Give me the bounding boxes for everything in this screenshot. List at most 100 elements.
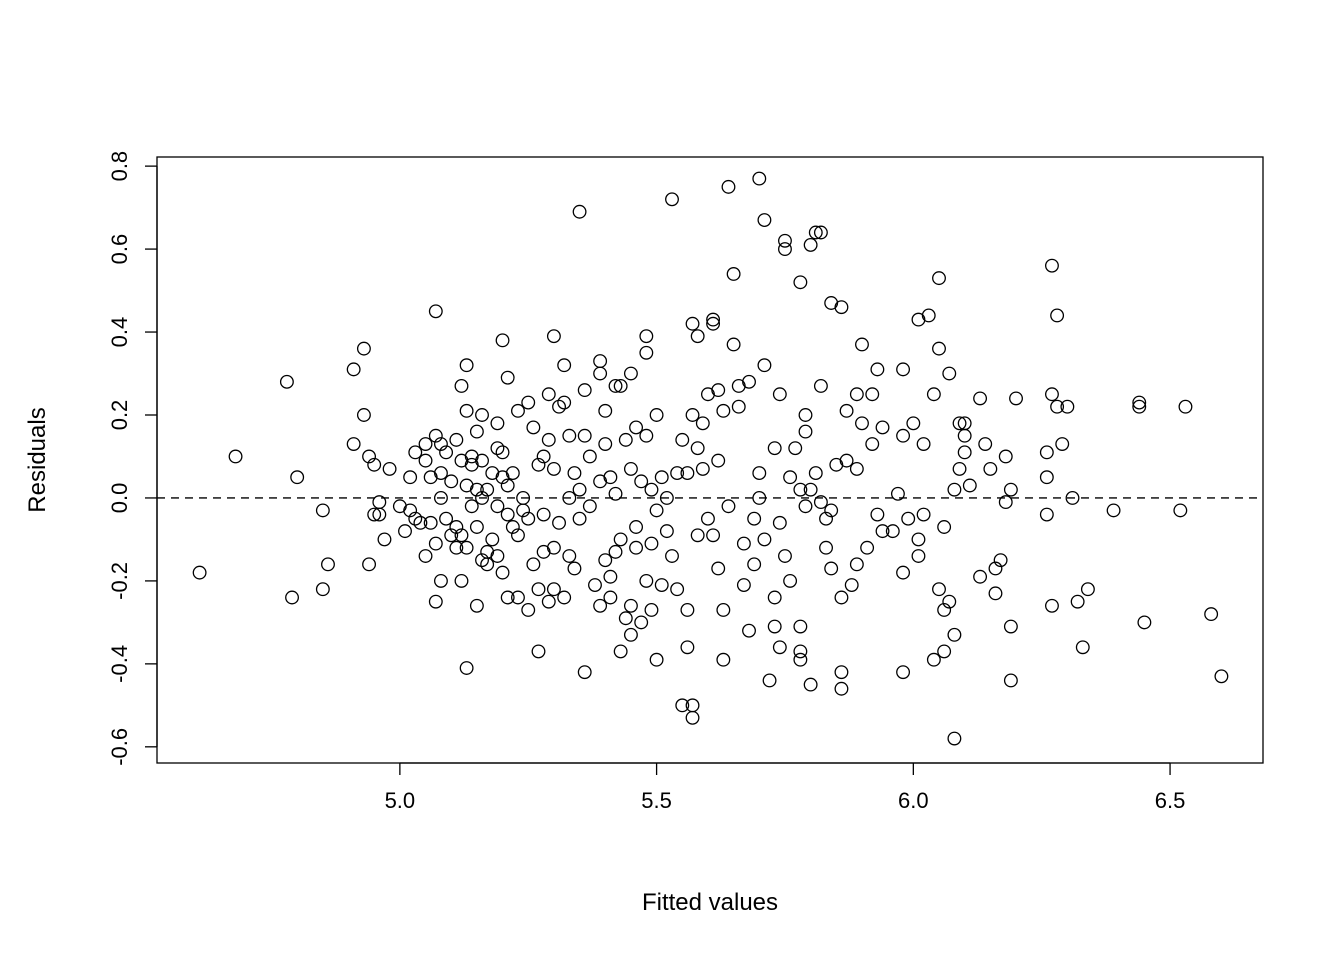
data-point [813,379,828,393]
data-point [644,602,659,617]
data-point [865,437,880,451]
data-point [433,466,448,481]
data-point [757,358,772,373]
data-point [315,503,330,518]
data-point [721,499,736,514]
data-point [665,549,679,563]
data-point [536,507,551,522]
data-point [639,329,654,344]
data-point [192,565,207,580]
data-point [906,416,921,431]
data-point [685,408,700,422]
data-point [459,540,474,555]
data-point [1039,445,1054,460]
data-point [824,503,839,518]
data-point [469,424,484,439]
data-point [593,366,608,381]
data-point [736,536,751,551]
data-point [279,374,294,389]
data-point [459,661,474,675]
data-point [490,416,505,431]
data-point [813,495,828,510]
data-point [803,677,818,692]
data-point [778,242,792,257]
data-point [716,403,731,418]
data-point [1050,308,1065,323]
data-point [511,528,525,543]
data-point [541,387,556,402]
data-point [962,478,977,493]
data-point [346,362,361,377]
data-point [937,602,952,617]
data-point [531,457,546,472]
data-point [849,387,864,402]
data-point [659,524,674,539]
data-point [767,619,782,634]
data-point [634,474,649,489]
data-point [552,399,566,414]
data-point [608,544,623,559]
data-point [788,441,803,456]
data-point [793,619,808,634]
data-point [973,391,988,406]
data-point [469,482,484,497]
data-point [921,308,936,323]
data-point [649,503,664,518]
data-point [819,511,833,526]
data-point [1137,615,1152,630]
data-point [844,578,859,593]
data-point [290,470,305,485]
data-point [834,665,849,680]
data-point [1003,673,1018,688]
x-axis-title: Fitted values [642,889,778,916]
data-point [557,358,572,373]
data-point [608,486,623,501]
data-point [505,466,520,481]
y-axis: -0.6 -0.4 -0.2 0.0 0.2 0.4 0.6 0.8 [107,151,158,766]
data-point [998,449,1013,464]
data-point [228,449,243,464]
data-point [1075,640,1090,655]
data-point [1045,598,1059,613]
data-point [439,445,454,460]
data-point [485,532,500,547]
data-point [783,573,798,588]
plot-frame [156,156,1264,764]
data-point [367,457,382,472]
data-point [947,482,962,497]
data-point [346,437,361,451]
data-point [629,520,644,534]
data-point [531,582,546,597]
data-point [639,428,654,443]
data-point [649,652,664,667]
data-point [767,441,782,456]
data-point [511,590,525,605]
data-point [418,549,433,563]
data-point [598,437,613,451]
data-point [629,420,644,435]
data-point [500,478,515,493]
data-point [983,461,998,476]
data-point [1080,582,1095,597]
data-point [680,640,695,655]
data-point [957,428,972,443]
data-point [932,271,946,286]
y-tick-label: -0.2 [107,562,132,600]
data-point [1039,470,1054,485]
data-point [875,524,890,539]
data-point [932,582,946,597]
data-point [464,499,479,514]
data-point [675,432,690,447]
data-point [546,329,561,344]
data-point [603,569,618,584]
data-point [546,582,561,597]
data-point [849,557,864,572]
data-point [639,573,654,588]
data-point [752,171,767,186]
data-point [546,461,561,476]
data-point [736,578,751,593]
y-tick-label: 0.0 [107,483,132,514]
data-point [1050,399,1065,414]
data-point [1003,619,1018,634]
